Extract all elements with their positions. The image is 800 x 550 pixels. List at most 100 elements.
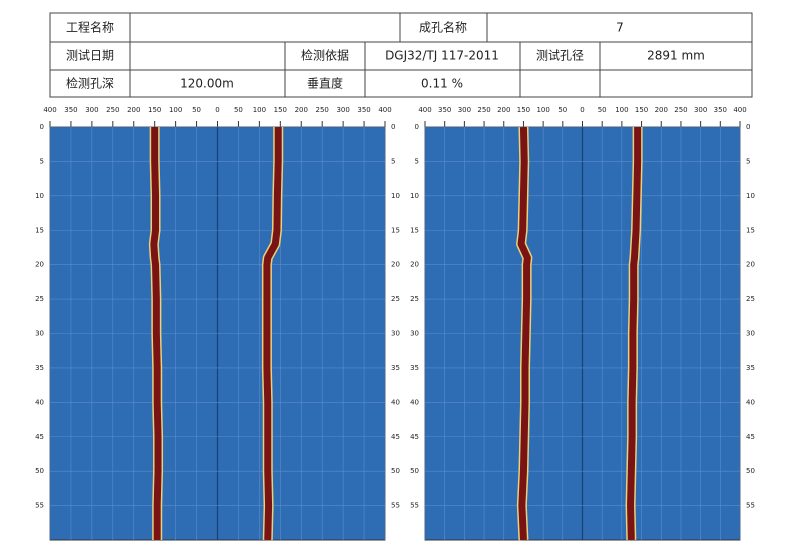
y-tick-label: 30 [746, 330, 755, 338]
cell-value: 0.11 % [421, 77, 463, 91]
wall-profile [263, 127, 282, 541]
y-tick-label: 55 [410, 502, 419, 510]
x-tick-label: 400 [43, 106, 56, 114]
y-tick-label: 40 [35, 398, 44, 406]
y-tick-label: 5 [746, 157, 750, 165]
y-tick-label: 5 [415, 157, 419, 165]
y-tick-label: 5 [40, 157, 44, 165]
cell-value: DGJ32/TJ 117-2011 [385, 49, 499, 63]
y-tick-label: 40 [746, 398, 755, 406]
x-tick-label: 150 [635, 106, 648, 114]
x-tick-label: 350 [438, 106, 451, 114]
y-tick-label: 55 [391, 502, 400, 510]
y-tick-label: 5 [391, 157, 395, 165]
y-tick-label: 45 [746, 433, 755, 441]
x-tick-label: 300 [85, 106, 98, 114]
x-tick-label: 0 [580, 106, 584, 114]
y-tick-label: 10 [746, 192, 755, 200]
y-tick-label: 45 [35, 433, 44, 441]
y-tick-label: 20 [746, 261, 755, 269]
cell-value: 120.00m [180, 77, 234, 91]
x-tick-label: 300 [458, 106, 471, 114]
wall-profile [150, 127, 162, 540]
y-tick-label: 0 [391, 123, 395, 131]
y-tick-label: 15 [35, 226, 44, 234]
x-tick-label: 200 [655, 106, 668, 114]
y-tick-label: 30 [35, 330, 44, 338]
y-tick-label: 50 [410, 467, 419, 475]
x-tick-label: 400 [378, 106, 391, 114]
y-tick-label: 20 [410, 261, 419, 269]
x-tick-label: 350 [714, 106, 727, 114]
y-tick-label: 15 [410, 226, 419, 234]
y-tick-label: 0 [415, 123, 419, 131]
x-tick-label: 150 [517, 106, 530, 114]
x-tick-label: 50 [598, 106, 607, 114]
x-tick-label: 350 [64, 106, 77, 114]
cell-label: 测试日期 [66, 48, 114, 63]
y-tick-label: 25 [410, 295, 419, 303]
x-tick-label: 300 [336, 106, 349, 114]
y-tick-label: 35 [746, 364, 755, 372]
y-tick-label: 55 [35, 502, 44, 510]
cell-label: 成孔名称 [419, 20, 467, 35]
y-tick-label: 45 [391, 433, 400, 441]
x-tick-label: 100 [615, 106, 628, 114]
y-tick-label: 20 [35, 261, 44, 269]
x-tick-label: 200 [497, 106, 510, 114]
wall-profile [627, 127, 642, 541]
y-tick-label: 50 [391, 467, 400, 475]
x-tick-label: 200 [295, 106, 308, 114]
y-tick-label: 10 [391, 192, 400, 200]
x-tick-label: 150 [274, 106, 287, 114]
cell-value: 2891 mm [647, 49, 705, 63]
x-tick-label: 150 [148, 106, 161, 114]
x-tick-label: 0 [215, 106, 219, 114]
cell-label: 检测依据 [301, 48, 349, 63]
cell-label: 检测孔深 [66, 76, 114, 91]
y-tick-label: 50 [746, 467, 755, 475]
y-tick-label: 35 [410, 364, 419, 372]
y-tick-label: 30 [410, 330, 419, 338]
cell-value: 7 [616, 21, 624, 35]
panel: 400 350 300 250 200 150 100 50 0 50 100 150 200 250 30… [410, 106, 755, 541]
y-tick-label: 0 [746, 123, 750, 131]
wall-profile [517, 126, 531, 541]
cell-label: 测试孔径 [536, 48, 584, 63]
y-tick-label: 40 [391, 398, 400, 406]
cell-label: 垂直度 [307, 76, 343, 91]
x-tick-label: 50 [234, 106, 243, 114]
table-border [49, 12, 753, 98]
y-tick-label: 30 [391, 330, 400, 338]
y-tick-label: 50 [35, 467, 44, 475]
x-tick-label: 300 [694, 106, 707, 114]
y-tick-label: 15 [746, 226, 755, 234]
x-tick-label: 350 [357, 106, 370, 114]
y-tick-label: 25 [746, 295, 755, 303]
panel: 400 350 300 250 200 150 100 50 0 50 100 150 200 250 30… [35, 106, 400, 541]
x-tick-label: 100 [536, 106, 549, 114]
y-tick-label: 35 [35, 364, 44, 372]
y-tick-label: 0 [40, 123, 44, 131]
x-tick-label: 250 [674, 106, 687, 114]
cell-label: 工程名称 [66, 20, 114, 35]
x-tick-label: 250 [477, 106, 490, 114]
y-tick-label: 45 [410, 433, 419, 441]
x-tick-label: 400 [733, 106, 746, 114]
y-tick-label: 15 [391, 226, 400, 234]
x-tick-label: 100 [253, 106, 266, 114]
header-table: 工程名称 成孔名称 7 测试日期 检测依据 DGJ32/TJ 117-2011 … [49, 12, 753, 98]
x-tick-label: 250 [316, 106, 329, 114]
x-tick-label: 250 [106, 106, 119, 114]
x-tick-label: 100 [169, 106, 182, 114]
x-tick-label: 50 [192, 106, 201, 114]
x-tick-label: 200 [127, 106, 140, 114]
y-tick-label: 35 [391, 364, 400, 372]
y-tick-label: 10 [410, 192, 419, 200]
x-tick-label: 400 [418, 106, 431, 114]
y-tick-label: 25 [35, 295, 44, 303]
y-tick-label: 40 [410, 398, 419, 406]
y-tick-label: 20 [391, 261, 400, 269]
